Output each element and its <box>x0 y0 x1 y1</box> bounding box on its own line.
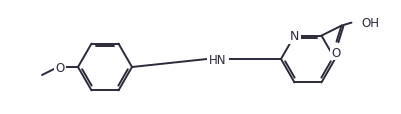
Text: OH: OH <box>361 17 379 30</box>
Text: O: O <box>55 61 65 74</box>
Text: HN: HN <box>209 53 227 66</box>
Text: N: N <box>290 30 299 43</box>
Text: O: O <box>332 46 341 59</box>
